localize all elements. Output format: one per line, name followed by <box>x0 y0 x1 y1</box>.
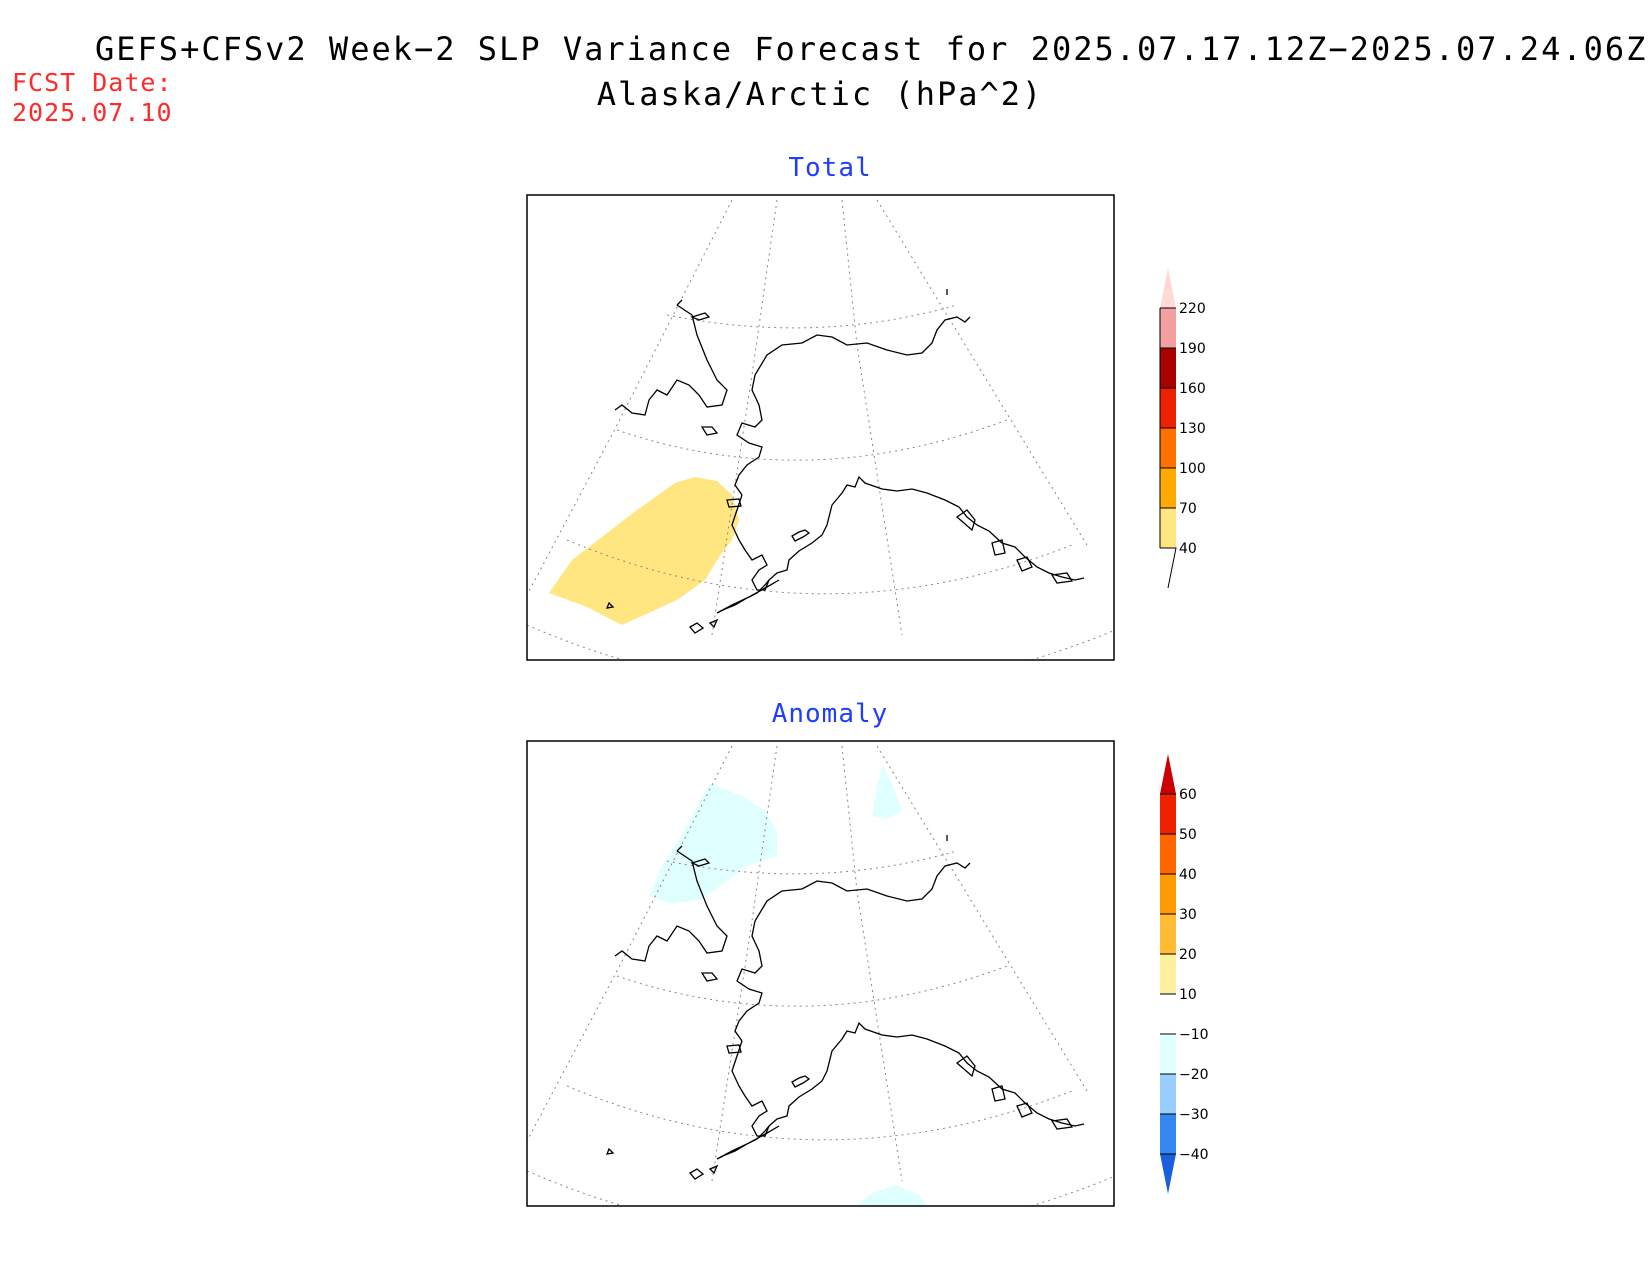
anomaly-colorbar-label: 50 <box>1179 827 1197 843</box>
total-map-frame <box>526 194 1115 661</box>
total-colorbar-bottom-end <box>1160 547 1177 589</box>
anomaly-colorbar: 60 50 40 30 20 10 −10 −20 −30 −40 <box>1160 754 1209 1194</box>
anomaly-colorbar-label: −40 <box>1179 1147 1209 1163</box>
anomaly-colorbar-label: −10 <box>1179 1027 1209 1043</box>
total-colorbar-segment <box>1160 468 1176 508</box>
total-colorbar-segment <box>1160 428 1176 468</box>
anomaly-graticule <box>527 745 1114 1206</box>
anomaly-region-south <box>857 1185 927 1206</box>
anomaly-colorbar-label: −20 <box>1179 1067 1209 1083</box>
anomaly-colorbar-bottom-end <box>1160 1154 1176 1194</box>
total-variance-40-70-region <box>549 477 739 625</box>
anomaly-colorbar-label: −30 <box>1179 1107 1209 1123</box>
total-colorbar-segment <box>1160 508 1176 548</box>
anomaly-colorbar-label: 20 <box>1179 947 1197 963</box>
total-colorbar-label: 190 <box>1179 341 1206 357</box>
anomaly-colorbar-segment <box>1160 954 1176 994</box>
anomaly-colorbar-segment <box>1160 874 1176 914</box>
total-colorbar: 40 70 100 130 160 190 220 <box>1159 268 1206 589</box>
total-colorbar-label: 130 <box>1179 421 1206 437</box>
fcst-date-value: 2025.07.10 <box>12 98 173 127</box>
anomaly-colorbar-segment <box>1160 914 1176 954</box>
total-colorbar-segment <box>1160 308 1176 348</box>
anomaly-colorbar-label: 30 <box>1179 907 1197 923</box>
anomaly-region-arctic-east <box>872 765 902 819</box>
anomaly-colorbar-segment <box>1160 994 1176 1034</box>
fcst-date-label: FCST Date: <box>12 68 173 97</box>
total-colorbar-label: 40 <box>1179 541 1197 557</box>
total-colorbar-segment <box>1160 348 1176 388</box>
main-title-line2: Alaska/Arctic (hPa^2) <box>596 75 1044 113</box>
anomaly-map-frame <box>526 740 1115 1207</box>
total-colorbar-label: 100 <box>1179 461 1206 477</box>
total-colorbar-label: 220 <box>1179 301 1206 317</box>
anomaly-colorbar-segment <box>1160 1034 1176 1074</box>
anomaly-colorbar-segment <box>1160 834 1176 874</box>
anomaly-colorbar-top-end <box>1160 754 1176 794</box>
total-colorbar-top-end <box>1160 268 1176 308</box>
anomaly-colorbar-label: 10 <box>1179 987 1197 1003</box>
anomaly-colorbar-segment <box>1160 1114 1176 1154</box>
total-colorbar-segment <box>1160 388 1176 428</box>
anomaly-colorbar-label: 60 <box>1179 787 1197 803</box>
total-colorbar-label: 70 <box>1179 501 1197 517</box>
panel-title-total: Total <box>788 153 872 183</box>
anomaly-colorbar-segment <box>1160 794 1176 834</box>
anomaly-colorbar-segment <box>1160 1074 1176 1114</box>
anomaly-region-arctic-west <box>649 783 777 904</box>
panel-title-anomaly: Anomaly <box>771 699 889 729</box>
main-title-line1: GEFS+CFSv2 Week−2 SLP Variance Forecast … <box>95 30 1648 68</box>
anomaly-colorbar-label: 40 <box>1179 867 1197 883</box>
total-colorbar-label: 160 <box>1179 381 1206 397</box>
